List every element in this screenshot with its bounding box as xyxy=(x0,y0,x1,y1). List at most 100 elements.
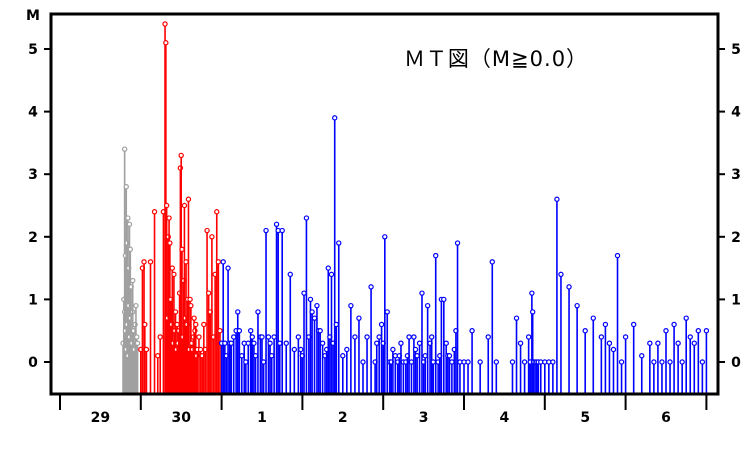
y-tick-label-left: 3 xyxy=(28,167,38,183)
event-point xyxy=(509,359,516,365)
event-point xyxy=(193,321,199,328)
event-point xyxy=(348,302,354,309)
event-point xyxy=(340,353,346,359)
event-point xyxy=(364,334,370,340)
event-point xyxy=(517,340,524,346)
event-point xyxy=(243,359,249,365)
event-point xyxy=(239,353,245,359)
event-point xyxy=(181,202,188,209)
event-point xyxy=(260,359,267,365)
event-point xyxy=(411,334,417,340)
event-point xyxy=(215,259,222,265)
event-point xyxy=(325,265,331,271)
x-tick-label: 3 xyxy=(419,410,429,426)
event-point xyxy=(265,334,272,340)
event-point xyxy=(157,334,163,340)
event-point xyxy=(655,340,661,346)
event-point xyxy=(695,328,702,334)
event-point xyxy=(174,321,180,328)
event-point xyxy=(433,252,439,259)
plot-frame xyxy=(49,12,720,396)
y-tick-label-left: 5 xyxy=(28,42,38,58)
stem-series-group xyxy=(120,21,710,394)
event-point xyxy=(614,252,621,259)
event-point xyxy=(166,215,172,221)
event-point xyxy=(279,227,285,234)
event-point xyxy=(291,346,298,353)
event-point xyxy=(155,353,161,359)
event-point xyxy=(525,334,532,340)
event-point xyxy=(687,334,693,340)
event-point xyxy=(121,146,128,152)
event-point xyxy=(283,340,289,346)
event-point xyxy=(441,296,447,303)
event-point xyxy=(558,271,564,278)
event-point xyxy=(187,296,193,303)
event-point xyxy=(679,359,685,365)
y-tick-label-right: 2 xyxy=(731,230,741,246)
event-point xyxy=(430,359,436,365)
event-point xyxy=(384,309,390,315)
event-point xyxy=(236,328,243,334)
y-tick-label-left: 1 xyxy=(28,292,38,308)
event-point xyxy=(201,321,207,328)
event-point xyxy=(123,184,129,190)
event-point xyxy=(298,346,304,353)
event-point xyxy=(610,346,617,353)
event-point xyxy=(344,346,350,353)
event-point xyxy=(263,227,269,234)
event-point xyxy=(185,196,192,202)
event-point xyxy=(163,40,169,46)
event-point xyxy=(408,359,415,365)
event-point xyxy=(287,271,293,278)
event-point xyxy=(205,290,212,296)
event-point xyxy=(169,265,176,271)
event-point xyxy=(675,340,681,346)
event-point xyxy=(267,340,273,346)
event-point xyxy=(178,152,184,159)
event-point xyxy=(374,340,380,346)
event-point xyxy=(368,284,374,290)
event-point xyxy=(311,315,318,321)
event-point xyxy=(414,353,420,359)
event-point xyxy=(449,359,455,365)
event-point xyxy=(659,359,665,365)
event-point xyxy=(398,340,404,346)
event-point xyxy=(667,359,673,365)
event-point xyxy=(134,334,140,340)
event-point xyxy=(307,296,314,303)
event-point xyxy=(301,290,307,296)
event-point xyxy=(317,328,323,334)
event-point xyxy=(618,359,625,365)
event-point xyxy=(235,309,241,315)
event-point xyxy=(162,21,168,27)
event-point xyxy=(130,277,136,284)
series-blue xyxy=(218,115,710,394)
event-point xyxy=(179,246,185,253)
event-point xyxy=(183,259,189,265)
event-point xyxy=(416,340,423,346)
event-point xyxy=(309,309,315,315)
event-point xyxy=(651,359,657,365)
event-point xyxy=(268,353,275,359)
event-point xyxy=(125,215,131,221)
event-point xyxy=(376,334,382,340)
event-point xyxy=(630,321,637,328)
event-point xyxy=(333,321,340,328)
y-tick-label-left: 4 xyxy=(28,105,38,121)
event-point xyxy=(133,302,139,309)
x-tick-label: 6 xyxy=(661,410,671,426)
event-point xyxy=(529,290,535,296)
event-point xyxy=(332,115,338,121)
event-point xyxy=(703,328,710,334)
event-point xyxy=(127,246,133,253)
event-point xyxy=(214,209,220,215)
event-point xyxy=(295,334,302,340)
event-point xyxy=(521,359,528,365)
event-point xyxy=(446,353,453,359)
event-point xyxy=(465,359,471,365)
y-tick-label-left: 2 xyxy=(28,230,38,246)
event-point xyxy=(209,234,215,240)
event-point xyxy=(163,202,170,209)
